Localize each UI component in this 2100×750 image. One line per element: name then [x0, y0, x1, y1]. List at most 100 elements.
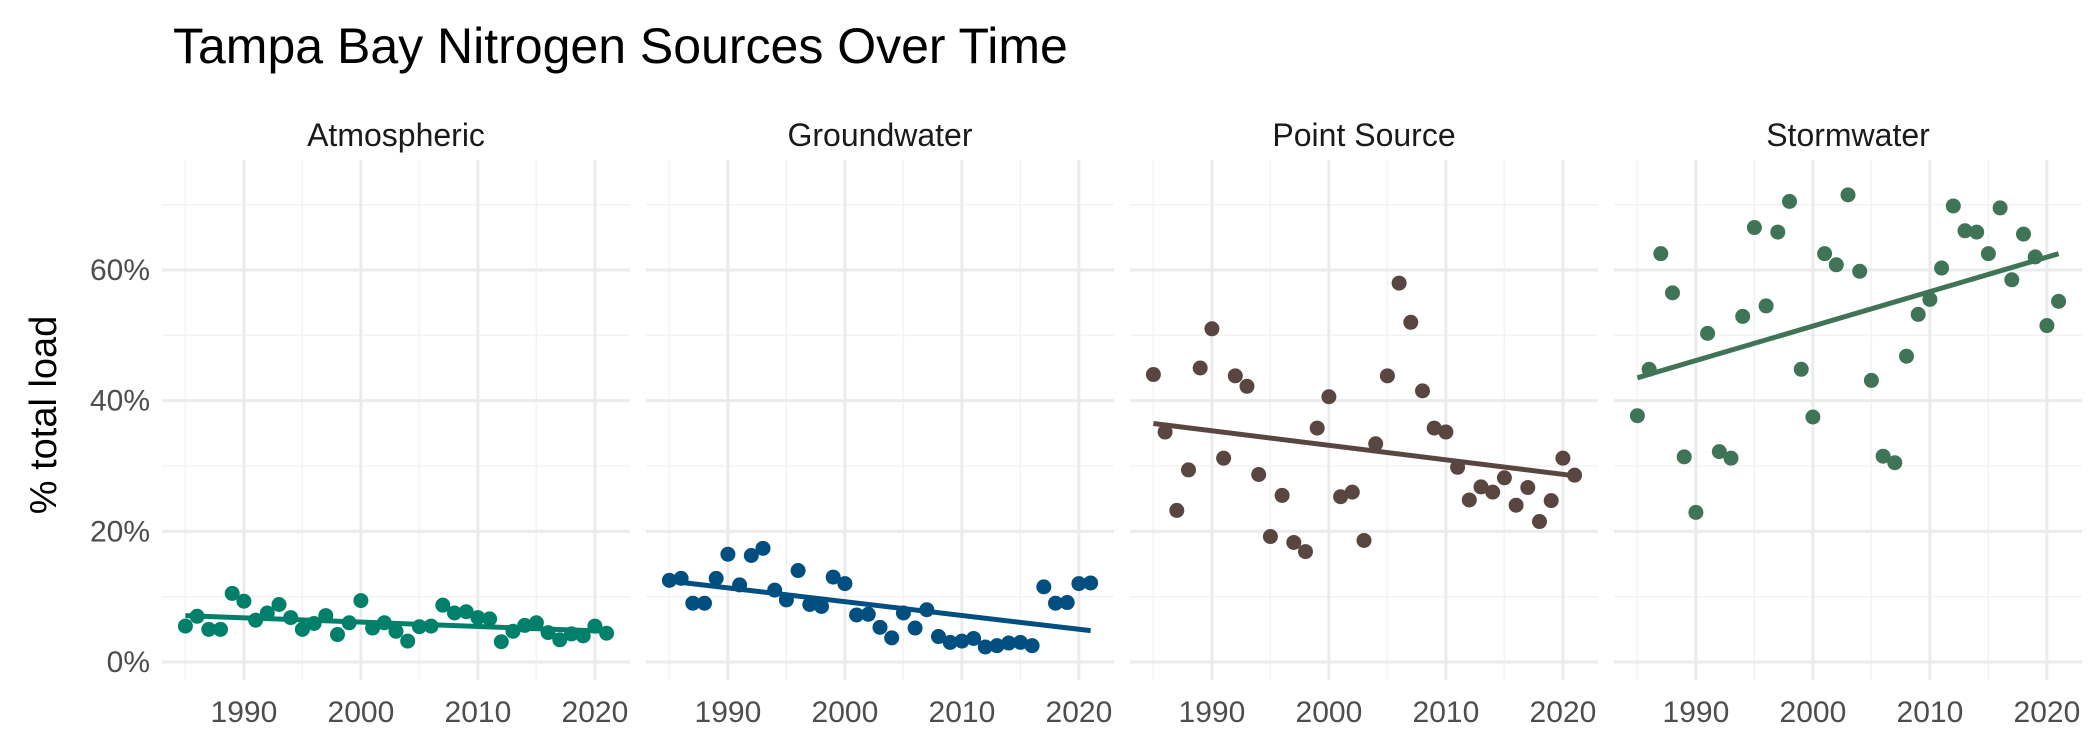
data-point: [1415, 383, 1430, 399]
data-point: [470, 610, 486, 626]
data-point: [1145, 367, 1161, 383]
data-point: [931, 629, 946, 645]
data-point: [1204, 321, 1220, 337]
data-point: [1251, 466, 1267, 482]
data-point: [1852, 263, 1868, 279]
data-point: [1192, 360, 1208, 376]
data-point: [1793, 361, 1809, 377]
facet-panel: Stormwater 1990 2000 2010 2020: [1614, 117, 2082, 729]
data-point: [849, 607, 865, 623]
data-point: [814, 598, 829, 614]
data-point: [1309, 420, 1325, 436]
data-point: [1216, 450, 1232, 466]
x-tick-label: 2000: [1780, 696, 1847, 729]
data-point: [1863, 372, 1879, 388]
data-point: [860, 606, 876, 622]
data-point: [977, 639, 993, 655]
x-tick-label: 2000: [328, 696, 395, 729]
data-point: [1520, 480, 1536, 496]
data-point: [697, 595, 712, 611]
data-point: [1629, 408, 1645, 424]
x-tick-label: 2020: [1530, 696, 1597, 729]
data-point: [1344, 484, 1360, 500]
data-point: [743, 548, 759, 564]
data-point: [2039, 318, 2055, 334]
facet-panel: Atmospheric 1990 2000 2010 2020: [162, 117, 630, 729]
facet-panel: Groundwater 1990 2000 2010 2020: [646, 117, 1114, 729]
data-point: [685, 595, 701, 611]
x-tick-label: 2000: [812, 696, 879, 729]
data-point: [201, 621, 217, 637]
data-point: [1688, 504, 1704, 520]
data-point: [1426, 420, 1442, 436]
data-point: [1274, 487, 1290, 503]
data-point: [1700, 325, 1716, 341]
data-point: [1071, 576, 1087, 592]
trend-line: [669, 578, 1091, 634]
data-point: [1262, 529, 1278, 545]
data-point: [1239, 378, 1255, 394]
data-point: [942, 634, 958, 650]
data-point: [1485, 484, 1501, 500]
data-point: [388, 623, 404, 639]
data-point: [1746, 220, 1762, 236]
data-point: [177, 618, 193, 634]
data-point: [989, 638, 1005, 654]
facet-title: Groundwater: [788, 117, 973, 153]
data-point: [1543, 493, 1559, 509]
data-point: [872, 619, 888, 635]
y-tick-label: 0%: [107, 646, 150, 679]
data-point: [447, 605, 462, 621]
data-point: [1012, 634, 1028, 650]
data-point: [435, 597, 451, 613]
y-axis-label: % total load: [23, 316, 65, 515]
x-tick-label: 2020: [562, 696, 629, 729]
data-point: [1333, 489, 1349, 505]
data-point: [1461, 492, 1477, 508]
trend-line: [1636, 251, 2060, 381]
data-point: [1473, 479, 1489, 495]
data-point: [1758, 298, 1774, 314]
data-point: [1840, 187, 1856, 203]
x-tick-label: 1990: [1663, 696, 1730, 729]
data-point: [1828, 257, 1844, 273]
data-point: [1723, 450, 1739, 466]
x-tick-label: 2010: [445, 696, 512, 729]
data-point: [1665, 285, 1680, 301]
x-tick-label: 1990: [695, 696, 762, 729]
data-point: [1934, 260, 1950, 276]
data-point: [1024, 638, 1040, 654]
x-tick-label: 2010: [1413, 696, 1480, 729]
y-tick-label: 60%: [90, 254, 150, 287]
x-tick-label: 2010: [1897, 696, 1964, 729]
data-point: [1048, 595, 1063, 611]
data-point: [1286, 534, 1302, 550]
data-point: [1379, 368, 1395, 384]
data-point: [271, 597, 287, 613]
data-point: [1368, 436, 1384, 452]
chart-title: Tampa Bay Nitrogen Sources Over Time: [173, 18, 1068, 74]
data-point: [954, 633, 970, 649]
data-point: [1980, 246, 1996, 262]
x-tick-label: 1990: [211, 696, 278, 729]
data-point: [1782, 193, 1797, 209]
data-point: [1321, 389, 1337, 405]
x-tick-label: 2020: [2014, 696, 2081, 729]
data-point: [236, 593, 252, 609]
facet-title: Point Source: [1272, 117, 1455, 153]
data-point: [1969, 224, 1985, 240]
data-point: [1555, 450, 1571, 466]
x-tick-label: 1990: [1179, 696, 1246, 729]
data-point: [482, 611, 498, 627]
data-point: [1059, 595, 1075, 611]
data-point: [2016, 226, 2031, 242]
data-point: [825, 569, 841, 585]
data-point: [1001, 635, 1017, 651]
y-tick-label: 40%: [90, 385, 150, 418]
data-point: [1711, 444, 1727, 460]
data-point: [802, 597, 818, 613]
data-point: [1735, 308, 1751, 324]
data-point: [1083, 575, 1099, 591]
data-point: [493, 634, 509, 650]
